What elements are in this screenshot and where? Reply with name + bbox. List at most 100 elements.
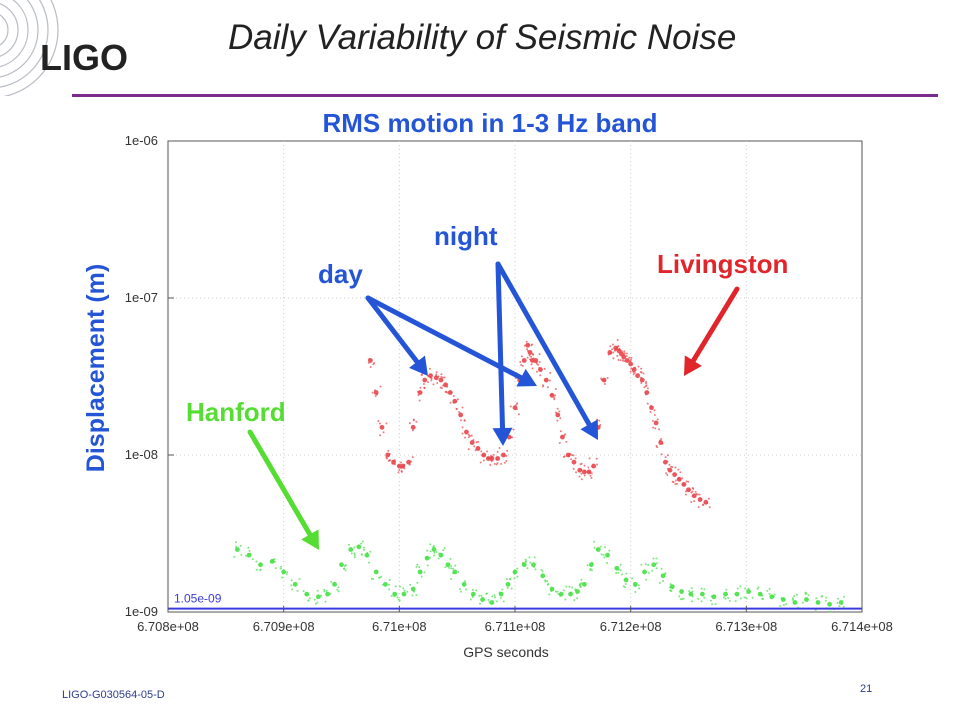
livingston-scatter-dot: [461, 426, 464, 429]
hanford-scatter-dot: [255, 560, 258, 563]
day-arrow-2: [365, 295, 537, 387]
livingston-scatter-dot: [588, 457, 591, 460]
hanford-scatter-dot: [526, 567, 529, 570]
hanford-scatter-dot: [631, 577, 634, 580]
livingston-scatter-dot: [553, 398, 556, 401]
livingston-scatter-dot: [691, 490, 694, 493]
hanford-scatter-dot: [624, 583, 627, 586]
livingston-scatter-dot: [702, 504, 705, 507]
hanford-point: [582, 581, 587, 587]
livingston-point: [628, 361, 634, 367]
hanford-scatter-dot: [556, 590, 559, 593]
livingston-scatter-dot: [602, 379, 605, 382]
hanford-scatter-dot: [540, 568, 543, 571]
livingston-scatter-dot: [637, 365, 640, 368]
livingston-scatter-dot: [443, 376, 446, 379]
hanford-scatter-dot: [248, 549, 251, 552]
livingston-scatter-dot: [695, 493, 698, 496]
hanford-scatter-dot: [521, 561, 524, 564]
livingston-scatter-dot: [496, 461, 499, 464]
hanford-scatter-dot: [510, 587, 513, 590]
livingston-scatter-dot: [505, 459, 508, 462]
livingston-scatter-dot: [428, 367, 431, 370]
hanford-point: [445, 562, 451, 568]
hanford-point: [746, 589, 752, 594]
hanford-scatter-dot: [403, 589, 406, 592]
livingston-scatter-dot: [708, 506, 711, 509]
hanford-scatter-dot: [772, 595, 775, 598]
livingston-scatter-dot: [525, 340, 528, 343]
livingston-arrow-shaft: [690, 286, 740, 364]
livingston-scatter-dot: [656, 418, 659, 421]
hanford-scatter-dot: [363, 546, 366, 549]
night-arrow-2-head: [580, 419, 598, 440]
hanford-scatter-dot: [415, 565, 418, 568]
livingston-scatter-dot: [379, 434, 382, 437]
livingston-scatter-dot: [408, 422, 411, 425]
livingston-scatter-dot: [385, 422, 388, 425]
hanford-scatter-dot: [647, 571, 650, 574]
livingston-scatter-dot: [420, 374, 423, 377]
hanford-scatter-dot: [416, 563, 419, 566]
axis-ticks: 6.708e+08 6.709e+08 6.71e+08 6.711e+08 6.712…: [125, 133, 893, 634]
hanford-scatter-dot: [766, 589, 769, 592]
hanford-scatter-dot: [785, 603, 788, 606]
hanford-scatter-dot: [258, 563, 261, 566]
livingston-scatter-dot: [408, 463, 411, 466]
hanford-scatter-dot: [559, 594, 562, 597]
livingston-scatter-dot: [467, 448, 470, 451]
hanford-point: [540, 573, 546, 579]
livingston-scatter-dot: [397, 465, 400, 468]
livingston-point: [525, 342, 531, 348]
hanford-scatter-dot: [475, 589, 478, 592]
livingston-scatter-dot: [449, 401, 452, 404]
hanford-point: [505, 581, 511, 587]
hanford-scatter-dot: [323, 588, 326, 591]
livingston-scatter-dot: [530, 343, 533, 346]
livingston-scatter-dot: [436, 382, 439, 385]
livingston-scatter-dot: [523, 344, 526, 347]
hanford-scatter-dot: [494, 596, 497, 599]
livingston-point: [672, 472, 678, 478]
livingston-scatter-dot: [429, 376, 432, 379]
hanford-scatter-dot: [624, 586, 627, 589]
hanford-point: [392, 591, 398, 597]
livingston-scatter-dot: [520, 355, 523, 358]
hanford-point: [734, 591, 740, 597]
livingston-arrow: [684, 286, 740, 376]
livingston-scatter-dot: [393, 463, 396, 466]
livingston-scatter-dot: [587, 466, 590, 469]
livingston-scatter-dot: [452, 401, 455, 404]
livingston-scatter-dot: [461, 432, 464, 435]
livingston-scatter-dot: [658, 439, 661, 442]
hanford-scatter-dot: [353, 552, 356, 555]
livingston-point: [410, 424, 416, 430]
livingston-scatter-dot: [505, 454, 508, 457]
livingston-scatter-dot: [559, 430, 562, 433]
hanford-scatter-dot: [703, 596, 706, 599]
livingston-scatter-dot: [479, 461, 482, 464]
hanford-scatter-dot: [442, 549, 445, 552]
livingston-scatter-dot: [621, 359, 624, 362]
livingston-scatter-dot: [470, 434, 473, 437]
hanford-scatter-dot: [757, 586, 760, 589]
y-tick-label: 1e-09: [125, 604, 158, 619]
hanford-scatter-dot: [433, 554, 436, 557]
hanford-scatter-dot: [550, 590, 553, 593]
hanford-scatter-dot: [316, 589, 319, 592]
hanford-scatter-dot: [274, 567, 277, 570]
livingston-scatter-dot: [482, 454, 485, 457]
hanford-scatter-dot: [336, 588, 339, 591]
hanford-scatter-dot: [655, 562, 658, 565]
livingston-scatter-dot: [548, 379, 551, 382]
livingston-scatter-dot: [677, 468, 680, 471]
hanford-scatter-dot: [457, 571, 460, 574]
livingston-scatter-dot: [461, 406, 464, 409]
livingston-point: [527, 350, 533, 355]
hanford-scatter-dot: [724, 597, 727, 600]
livingston-scatter-dot: [575, 471, 578, 474]
hanford-scatter-dot: [353, 546, 356, 549]
hanford-scatter-dot: [795, 593, 798, 596]
hanford-scatter-dot: [736, 587, 739, 590]
hanford-arrow: [247, 429, 319, 550]
